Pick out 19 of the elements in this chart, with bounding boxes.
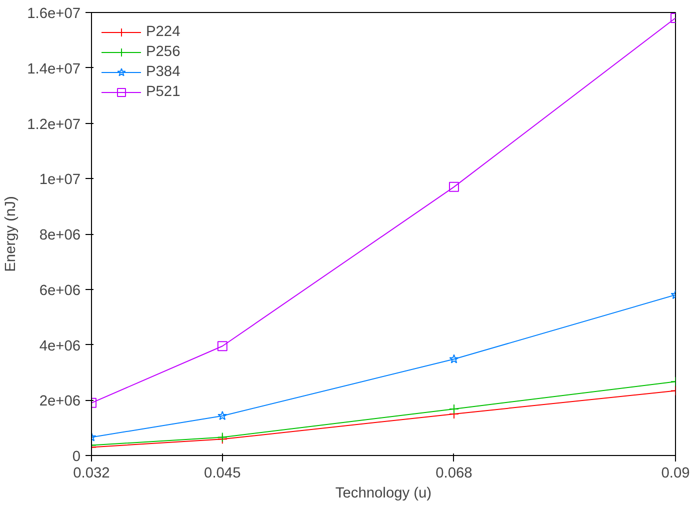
y-axis-title: Energy (nJ) bbox=[3, 196, 20, 272]
y-tick-label: 4e+06 bbox=[39, 338, 81, 354]
y-tick-label: 1.6e+07 bbox=[27, 6, 81, 22]
y-tick-label: 1e+07 bbox=[39, 172, 81, 188]
legend-label: P224 bbox=[146, 24, 180, 40]
legend-label: P384 bbox=[146, 64, 180, 80]
x-tick-label: 0.045 bbox=[204, 466, 241, 482]
x-tick-label: 0.032 bbox=[73, 466, 110, 482]
x-tick-label: 0.068 bbox=[436, 466, 472, 482]
legend-label: P256 bbox=[146, 44, 180, 60]
y-tick-label: 0 bbox=[72, 449, 81, 465]
y-tick-label: 6e+06 bbox=[39, 282, 81, 299]
x-tick-label: 0.09 bbox=[661, 466, 690, 482]
legend-label: P521 bbox=[146, 84, 180, 100]
y-tick-label: 8e+06 bbox=[39, 228, 81, 244]
y-tick-label: 1.4e+07 bbox=[27, 61, 81, 78]
y-tick-label: 2e+06 bbox=[39, 394, 81, 410]
y-tick-label: 1.2e+07 bbox=[27, 116, 81, 133]
x-axis-title: Technology (u) bbox=[335, 486, 432, 502]
